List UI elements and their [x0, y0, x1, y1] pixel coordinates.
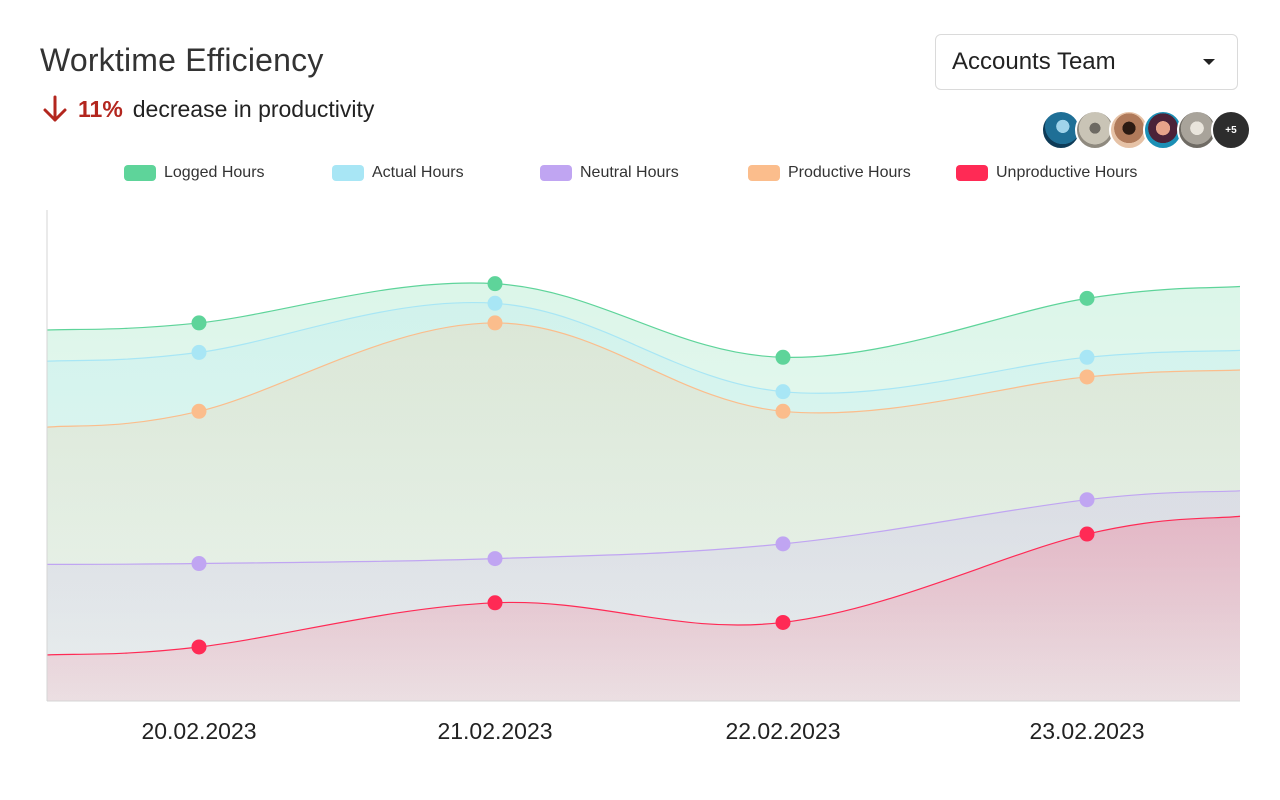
legend-item: Productive Hours: [748, 164, 956, 182]
data-point[interactable]: [487, 315, 503, 331]
data-point[interactable]: [487, 295, 503, 311]
x-tick-label: 20.02.2023: [141, 718, 257, 744]
legend-swatch: [124, 165, 156, 181]
more-members-badge[interactable]: +5: [1211, 110, 1251, 150]
team-avatars[interactable]: +5: [1041, 110, 1251, 150]
trend-text: decrease in productivity: [132, 95, 375, 122]
legend-swatch: [540, 165, 572, 181]
legend-label: Logged Hours: [164, 164, 265, 181]
data-point[interactable]: [1079, 526, 1095, 542]
team-select[interactable]: Accounts Team: [935, 34, 1238, 90]
data-point[interactable]: [191, 639, 207, 655]
data-point[interactable]: [1079, 369, 1095, 385]
data-point[interactable]: [1079, 492, 1095, 508]
data-point[interactable]: [487, 595, 503, 611]
productivity-trend: 11% decrease in productivity: [42, 94, 374, 124]
data-point[interactable]: [191, 556, 207, 572]
legend-item: Unproductive Hours: [956, 164, 1137, 182]
team-select-value: Accounts Team: [952, 48, 1116, 75]
data-point[interactable]: [775, 349, 791, 365]
chart-title: Worktime Efficiency: [40, 42, 324, 78]
legend-swatch: [748, 165, 780, 181]
trend-percent: 11%: [78, 96, 123, 123]
legend-label: Unproductive Hours: [996, 164, 1138, 181]
data-point[interactable]: [487, 276, 503, 292]
chart-legend: Logged Hours Actual Hours Neutral Hours Pro…: [124, 164, 1137, 182]
data-point[interactable]: [775, 403, 791, 419]
data-point[interactable]: [1079, 290, 1095, 306]
data-point[interactable]: [191, 344, 207, 360]
data-point[interactable]: [1079, 349, 1095, 365]
data-point[interactable]: [487, 551, 503, 567]
caret-down-icon: [1203, 59, 1215, 65]
trend-percent-value: 11%: [78, 95, 123, 122]
legend-item: Neutral Hours: [540, 164, 748, 182]
legend-swatch: [332, 165, 364, 181]
area-unproductive-hours: [47, 516, 1240, 701]
x-tick-label: 23.02.2023: [1029, 718, 1145, 744]
legend-label: Productive Hours: [788, 164, 911, 181]
data-point[interactable]: [191, 403, 207, 419]
x-tick-label: 22.02.2023: [725, 718, 841, 744]
legend-item: Logged Hours: [124, 164, 332, 182]
data-point[interactable]: [775, 614, 791, 630]
legend-swatch: [956, 165, 988, 181]
data-point[interactable]: [775, 536, 791, 552]
legend-label: Neutral Hours: [580, 164, 679, 181]
x-tick-label: 21.02.2023: [437, 718, 553, 744]
arrow-down-icon: [43, 95, 67, 122]
legend-label: Actual Hours: [372, 164, 464, 181]
legend-item: Actual Hours: [332, 164, 540, 182]
data-point[interactable]: [191, 315, 207, 331]
data-point[interactable]: [775, 384, 791, 400]
area-chart: [46, 210, 1241, 702]
